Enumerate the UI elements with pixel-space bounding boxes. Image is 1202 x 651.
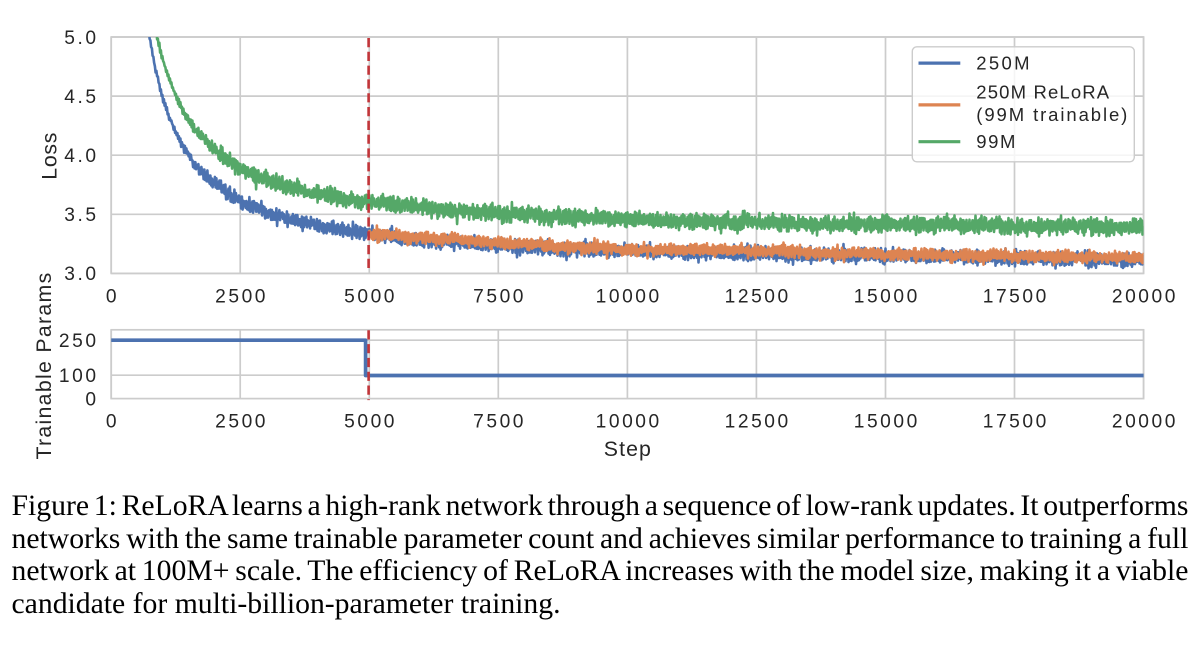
- svg-text:5000: 5000: [344, 412, 397, 433]
- svg-text:20000: 20000: [1112, 286, 1178, 307]
- svg-text:15000: 15000: [854, 286, 920, 307]
- svg-text:Step: Step: [604, 437, 652, 461]
- svg-text:10000: 10000: [596, 412, 662, 433]
- svg-text:17500: 17500: [983, 412, 1049, 433]
- svg-text:Loss: Loss: [38, 132, 62, 180]
- svg-text:99M: 99M: [976, 131, 1017, 152]
- svg-text:Trainable Params: Trainable Params: [32, 271, 56, 459]
- svg-text:250M ReLoRA: 250M ReLoRA: [976, 82, 1110, 103]
- svg-text:4.5: 4.5: [64, 87, 98, 108]
- svg-text:20000: 20000: [1112, 412, 1178, 433]
- svg-text:0: 0: [85, 390, 98, 411]
- svg-text:250: 250: [59, 331, 99, 352]
- svg-text:4.0: 4.0: [64, 146, 98, 167]
- svg-text:(99M trainable): (99M trainable): [976, 104, 1129, 125]
- svg-text:12500: 12500: [725, 412, 791, 433]
- svg-text:0: 0: [106, 286, 119, 307]
- svg-text:250M: 250M: [976, 53, 1031, 74]
- svg-text:7500: 7500: [473, 286, 526, 307]
- svg-text:5.0: 5.0: [64, 28, 98, 49]
- svg-text:12500: 12500: [725, 286, 791, 307]
- svg-text:7500: 7500: [473, 412, 526, 433]
- svg-text:10000: 10000: [596, 286, 662, 307]
- svg-text:3.0: 3.0: [64, 264, 98, 285]
- svg-text:5000: 5000: [344, 286, 397, 307]
- svg-text:100: 100: [59, 366, 99, 387]
- svg-text:3.5: 3.5: [64, 205, 98, 226]
- svg-text:2500: 2500: [215, 286, 268, 307]
- svg-text:15000: 15000: [854, 412, 920, 433]
- svg-text:0: 0: [106, 412, 119, 433]
- svg-text:2500: 2500: [215, 412, 268, 433]
- svg-text:17500: 17500: [983, 286, 1049, 307]
